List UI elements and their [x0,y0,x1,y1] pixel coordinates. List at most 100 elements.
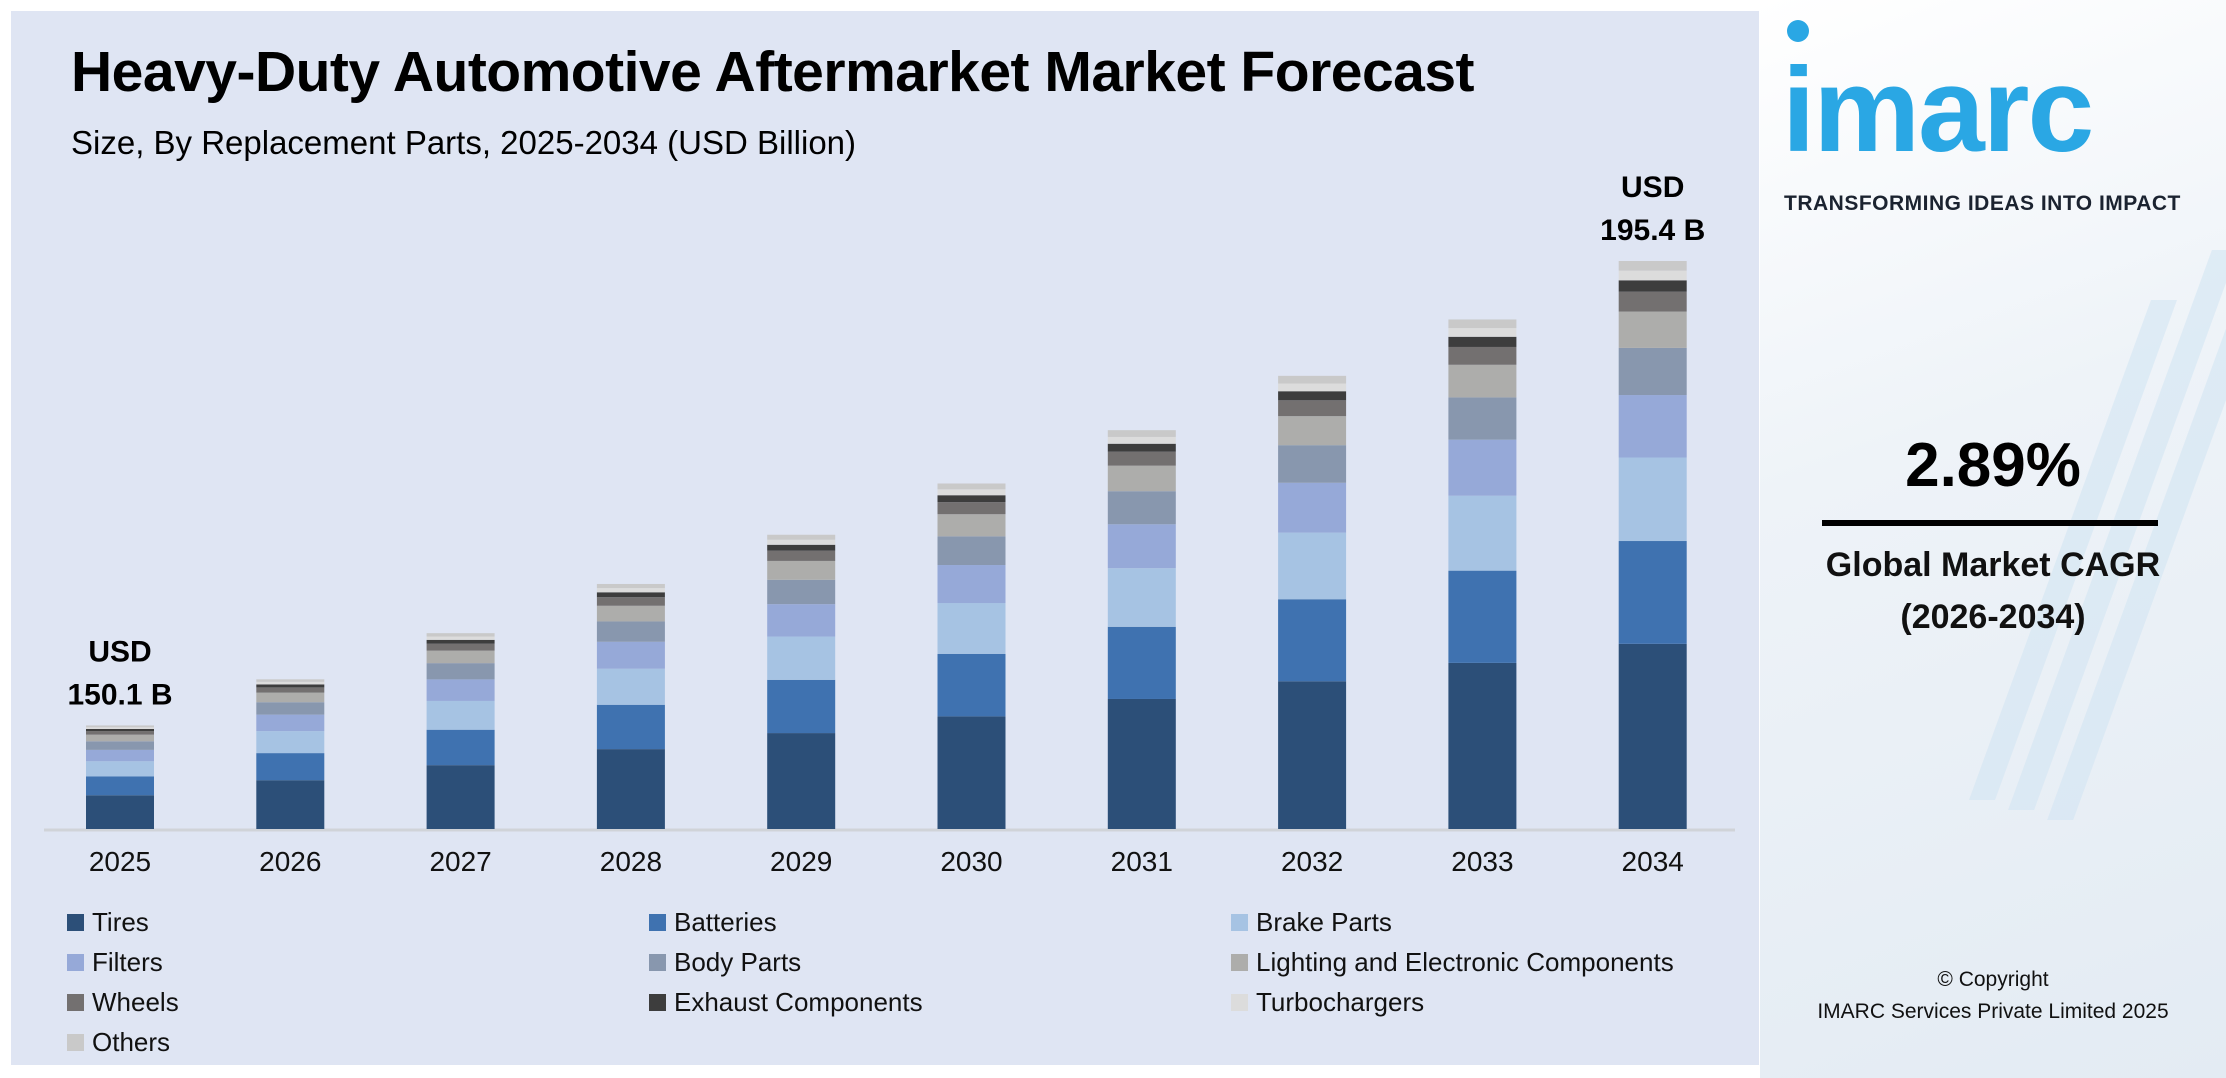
bar-segment-exhaust-components [1448,336,1517,347]
bar-segment-tires [256,780,325,829]
bar-segment-turbochargers [1278,383,1347,392]
bar-segment-body-parts [767,579,836,605]
bar-segment-batteries [86,776,154,796]
bar-segment-exhaust-components [596,592,665,598]
bar-segment-batteries [1278,599,1347,682]
bar-segment-others [1278,375,1347,384]
bar-segment-others [426,633,495,637]
legend-swatch [649,954,666,972]
bar-segment-turbochargers [1107,436,1176,444]
x-tick-label: 2030 [940,846,1002,877]
bar-segment-filters [1278,482,1347,533]
brand-panel: imarc TRANSFORMING IDEAS INTO IMPACT 2.8… [1760,0,2226,1078]
x-tick-label: 2029 [770,846,832,877]
logo-dot [1787,20,1809,42]
bar-segment-wheels [767,550,836,561]
legend-label: Wheels [92,987,179,1017]
legend-label: Exhaust Components [674,987,923,1017]
bar-segment-exhaust-components [767,544,836,551]
x-tick-label: 2033 [1451,846,1513,877]
bar-segment-filters [426,679,495,701]
bar-segment-brake-parts [767,636,836,680]
bar-segment-lighting-and-electronic-components [1618,311,1687,348]
chart-title: Heavy-Duty Automotive Aftermarket Market… [71,40,1475,104]
legend-swatch [67,954,84,972]
legend-swatch [67,994,84,1012]
bar-segment-tires [1448,662,1517,829]
legend-item: Lighting and Electronic Components [1231,947,1674,978]
bar-segment-filters [937,565,1006,604]
bar-segment-batteries [596,704,665,750]
legend-swatch [649,994,666,1012]
legend-swatch [1231,994,1248,1012]
bar-segment-others [596,583,665,589]
x-tick-label: 2026 [259,846,321,877]
bar-segment-lighting-and-electronic-components [1107,465,1176,492]
bar-segment-lighting-and-electronic-components [1278,416,1347,446]
legend-item: Wheels [67,987,179,1018]
bar-segment-batteries [1107,626,1176,699]
legend-label: Tires [92,907,149,937]
x-tick-label: 2025 [89,846,151,877]
legend-item: Tires [67,907,149,938]
bar-segment-brake-parts [596,668,665,705]
bar-segment-exhaust-components [426,639,495,644]
bar-segment-brake-parts [1278,532,1347,600]
legend-label: Lighting and Electronic Components [1256,947,1674,977]
bar-segment-brake-parts [1618,457,1687,542]
bar-segment-filters [1107,524,1176,569]
bar-segment-tires [1278,681,1347,829]
bar-segment-brake-parts [86,761,154,777]
legend-swatch [1231,954,1248,972]
bar-segment-exhaust-components [86,728,154,732]
total-label-currency: USD [88,635,151,668]
bar-segment-turbochargers [1618,270,1687,281]
bar-segment-brake-parts [1448,495,1517,571]
bar-segment-wheels [1107,451,1176,466]
x-tick-label: 2034 [1622,846,1684,877]
bar-segment-filters [596,641,665,669]
legend-item: Turbochargers [1231,987,1424,1018]
bar-segment-brake-parts [426,700,495,730]
legend-label: Body Parts [674,947,802,977]
bar-segment-lighting-and-electronic-components [767,560,836,580]
total-label-value: 150.1 B [67,678,172,711]
total-label-value: 195.4 B [1600,214,1705,247]
bar-segment-tires [426,765,495,829]
bar-segment-wheels [86,731,154,735]
decorative-bar [2008,250,2226,810]
bar-segment-tires [1618,643,1687,829]
bar-segment-exhaust-components [1618,280,1687,292]
bar-segment-exhaust-components [937,495,1006,503]
bar-segment-tires [767,733,836,829]
bar-segment-wheels [1278,400,1347,417]
bar-segment-exhaust-components [1278,391,1347,401]
legend-swatch [67,1034,84,1052]
bar-segment-batteries [937,653,1006,717]
bar-segment-turbochargers [86,727,154,729]
copyright: © Copyright [1937,968,2049,991]
bar-segment-turbochargers [937,489,1006,496]
bar-segment-body-parts [86,741,154,750]
copyright-owner: IMARC Services Private Limited 2025 [1817,1000,2169,1023]
divider [1822,520,2158,526]
bar-segment-wheels [1448,346,1517,365]
bar-segment-lighting-and-electronic-components [1448,364,1517,398]
imarc-logo: imarc [1782,43,2094,177]
bar-segment-wheels [596,597,665,606]
legend-swatch [1231,914,1248,932]
cagr-period: (2026-2034) [1900,598,2086,636]
x-tick-label: 2032 [1281,846,1343,877]
bar-segment-body-parts [426,663,495,680]
bar-segment-lighting-and-electronic-components [937,514,1006,537]
bar-segment-body-parts [1448,397,1517,440]
bar-segment-tires [1107,698,1176,829]
bar-segment-brake-parts [256,731,325,754]
bar-segment-batteries [767,679,836,734]
bar-segment-tires [937,716,1006,829]
bar-segment-brake-parts [937,603,1006,654]
bar-segment-turbochargers [426,636,495,640]
legend-item: Others [67,1027,170,1058]
x-tick-label: 2027 [429,846,491,877]
total-label-currency: USD [1621,171,1684,204]
